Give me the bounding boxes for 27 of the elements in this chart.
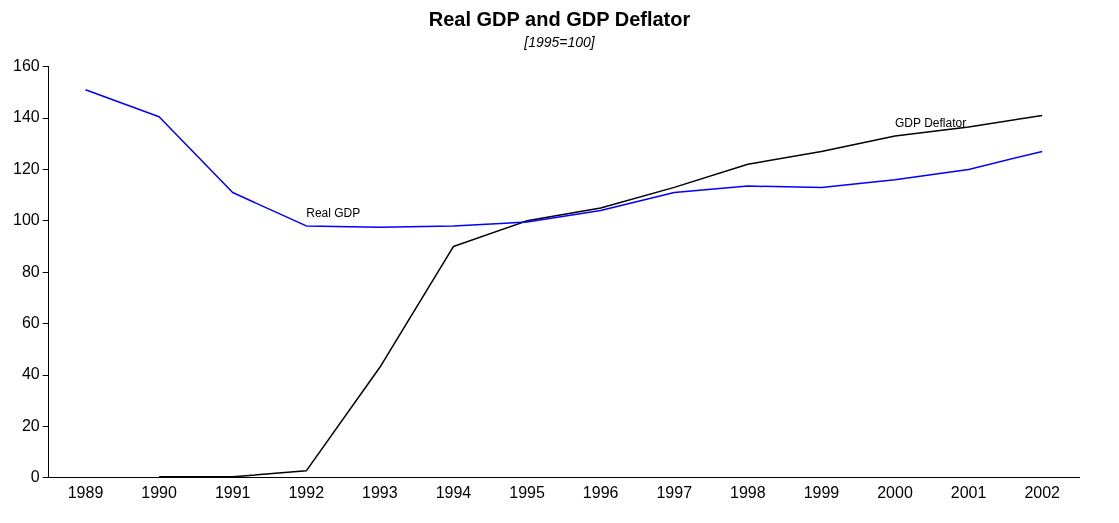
x-tick-label: 1996 [582,483,619,501]
y-tick-label: 60 [21,314,40,332]
series-label: GDP Deflator [895,116,967,131]
x-tick-label: 1989 [67,483,104,501]
y-tick-label: 40 [21,365,40,383]
y-tick-label: 0 [30,468,40,486]
x-tick-label: 2002 [1024,483,1061,501]
x-tick-label: 2001 [950,483,987,501]
y-tick-label: 160 [12,57,40,75]
y-tick-label: 100 [12,211,40,229]
y-tick-label: 80 [21,262,40,280]
x-tick-label: 1993 [362,483,398,501]
x-tick-label: 1997 [656,483,693,501]
y-tick-label: 120 [12,159,40,177]
x-tick-label: 1991 [214,483,251,501]
x-tick-label: 1992 [288,483,325,501]
y-tick-label: 20 [21,416,40,434]
x-tick-label: 1995 [509,483,545,501]
series-label: Real GDP [306,206,361,221]
x-tick-label: 1994 [435,483,472,501]
x-tick-label: 2000 [877,483,913,501]
y-tick-label: 140 [12,108,40,126]
x-tick-label: 1998 [730,483,766,501]
chart-title: Real GDP and GDP Deflator [427,8,692,32]
chart-subtitle: [1995=100] [523,34,596,52]
x-tick-label: 1999 [803,483,840,501]
x-tick-label: 1990 [141,483,177,501]
